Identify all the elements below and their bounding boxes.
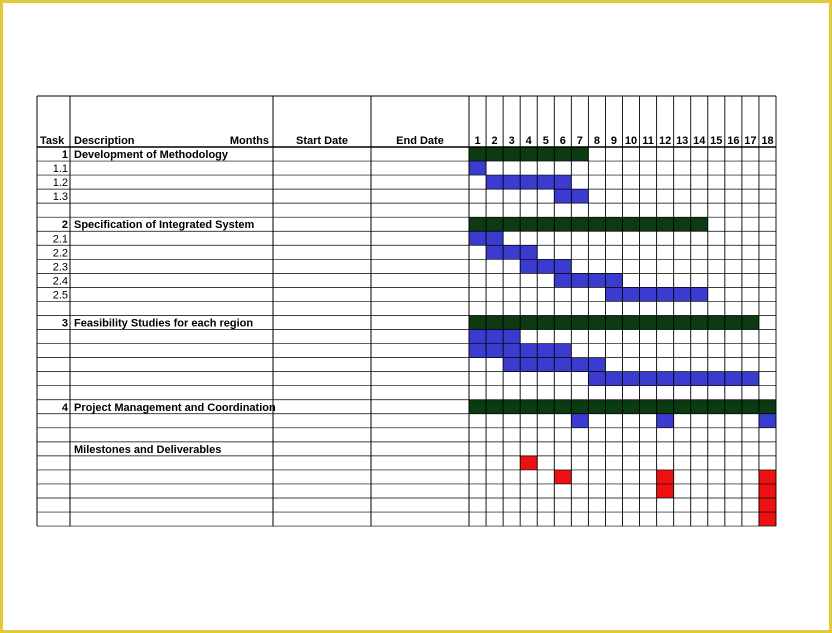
header-start-date: Start Date [296, 135, 348, 147]
milestone-marker [656, 469, 674, 484]
month-label: 1 [474, 135, 480, 147]
task-number: 2.4 [53, 275, 68, 287]
task-description: Feasibility Studies for each region [74, 318, 253, 330]
month-label: 2 [492, 135, 498, 147]
month-label: 14 [693, 135, 706, 147]
subtask-bar [758, 413, 776, 428]
task-number: 2.1 [53, 233, 68, 245]
subtask-bar [469, 329, 521, 344]
milestone-marker [758, 498, 776, 513]
task-number: 2.5 [53, 289, 68, 301]
bar-layer [469, 147, 776, 527]
month-label: 3 [509, 135, 515, 147]
grid-layer [36, 95, 777, 527]
subtask-bar [486, 175, 572, 190]
text-layer: Task Description Months Start Date End D… [40, 135, 774, 456]
milestone-marker [656, 483, 674, 498]
month-label: 9 [611, 135, 617, 147]
header-end-date: End Date [396, 135, 444, 147]
subtask-bar [486, 245, 538, 260]
header-task: Task [40, 135, 65, 147]
milestone-marker [554, 469, 572, 484]
task-number: 1.1 [53, 163, 68, 175]
month-label: 6 [560, 135, 566, 147]
task-number: 4 [62, 402, 69, 414]
month-label: 10 [625, 135, 637, 147]
subtask-bar [469, 161, 487, 176]
task-number: 1 [62, 149, 68, 161]
milestone-marker [758, 483, 776, 498]
month-label: 15 [710, 135, 722, 147]
task-bar [469, 315, 759, 330]
month-label: 11 [642, 135, 654, 147]
task-description: Specification of Integrated System [74, 219, 255, 231]
task-number: 2 [62, 219, 68, 231]
section-heading: Milestones and Deliverables [74, 444, 221, 456]
month-label: 7 [577, 135, 583, 147]
task-number: 1.2 [53, 177, 68, 189]
subtask-bar [656, 413, 674, 428]
header-months: Months [230, 135, 269, 147]
header-description: Description [74, 135, 135, 147]
task-bar [469, 147, 589, 162]
subtask-bar [520, 259, 572, 274]
task-description: Project Management and Coordination [74, 402, 276, 414]
task-description: Development of Methodology [74, 149, 229, 161]
month-label: 13 [676, 135, 688, 147]
milestone-marker [520, 455, 538, 470]
month-label: 4 [526, 135, 533, 147]
task-number: 3 [62, 318, 68, 330]
month-label: 8 [594, 135, 600, 147]
month-label: 12 [659, 135, 671, 147]
task-number: 2.2 [53, 247, 68, 259]
month-label: 5 [543, 135, 549, 147]
subtask-bar [571, 413, 589, 428]
month-label: 16 [727, 135, 739, 147]
milestone-marker [758, 512, 776, 527]
task-number: 1.3 [53, 191, 68, 203]
month-label: 17 [744, 135, 756, 147]
milestone-marker [758, 469, 776, 484]
task-number: 2.3 [53, 261, 68, 273]
month-label: 18 [761, 135, 773, 147]
